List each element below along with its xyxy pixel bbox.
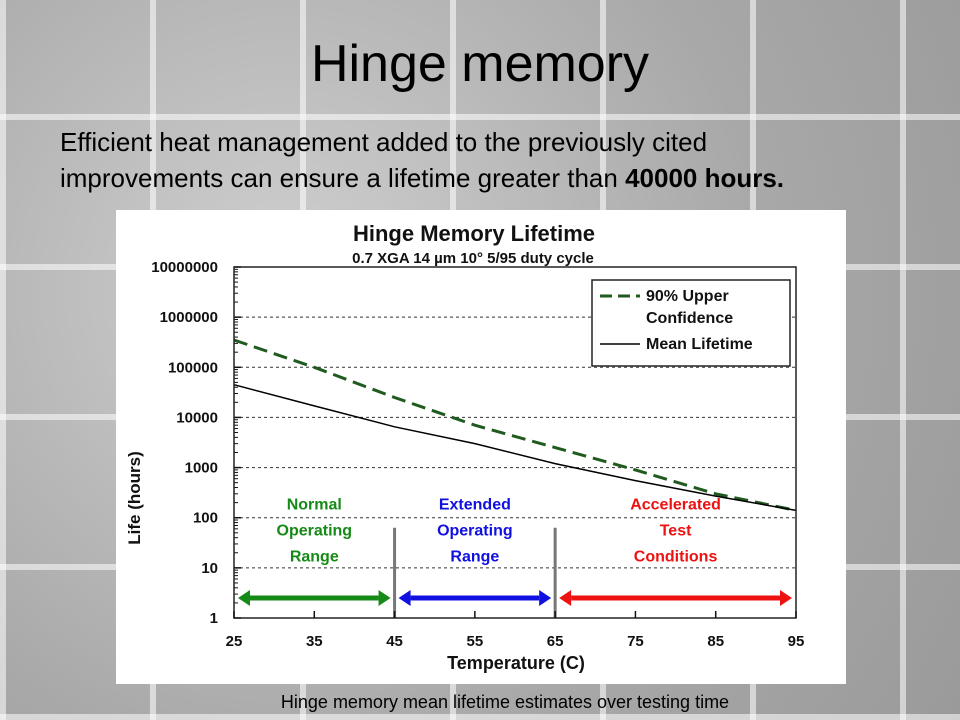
- chart-title: Hinge Memory Lifetime: [353, 221, 595, 246]
- x-tick-label: 85: [707, 633, 724, 650]
- y-tick-label: 10000000: [151, 259, 218, 276]
- chart-subtitle: 0.7 XGA 14 µm 10° 5/95 duty cycle: [352, 250, 594, 267]
- range-label-line: Operating: [437, 523, 513, 540]
- range-label-line: Extended: [439, 497, 511, 514]
- x-tick-label: 35: [306, 633, 323, 650]
- x-tick-label: 45: [386, 633, 403, 650]
- legend-box: [591, 279, 791, 367]
- y-tick-label: 10: [201, 560, 218, 577]
- range-label-line: Normal: [287, 497, 342, 514]
- axis-layer: 10000000 1000000 100000 10000 1000 100 10 1 25 35…: [151, 259, 804, 650]
- figure-caption: Hinge memory mean lifetime estimates ove…: [280, 692, 730, 712]
- legend-label-upper-confidence-cont: Confidence: [646, 310, 733, 327]
- legend-label-upper-confidence: 90% Upper: [646, 288, 729, 305]
- series-mean-lifetime-line: [233, 383, 797, 512]
- y-tick-label: 1: [210, 610, 218, 627]
- x-tick-label: 25: [226, 633, 243, 650]
- x-tick-label: 65: [547, 633, 564, 650]
- x-tick-label: 55: [467, 633, 484, 650]
- x-axis-label: Temperature (C): [447, 653, 585, 673]
- plot-border: [233, 266, 797, 619]
- range-label-line: Conditions: [634, 549, 718, 566]
- hinge-lifetime-chart: Hinge Memory Lifetime 0.7 XGA 14 µm 10° …: [125, 221, 804, 673]
- chart-card: Hinge Memory Lifetime 0.7 XGA 14 µm 10° …: [116, 210, 846, 684]
- y-tick-label: 1000000: [160, 309, 218, 326]
- range-label-line: Range: [450, 549, 499, 566]
- range-arrow-head-right: [780, 590, 792, 607]
- range-label-line: Test: [660, 523, 692, 540]
- legend: 90% Upper Confidence Mean Lifetime: [591, 279, 791, 367]
- series-layer: [233, 338, 797, 512]
- range-label-line: Accelerated: [630, 497, 721, 514]
- body-bold-text: 40000 hours.: [625, 163, 785, 193]
- slide-title: Hinge memory: [310, 35, 650, 93]
- range-arrow-head-left: [398, 590, 411, 607]
- range-label-line: Range: [290, 549, 339, 566]
- y-tick-label: 1000: [185, 460, 218, 477]
- body-text: Efficient heat management added to the p…: [60, 127, 708, 193]
- slide-body-text: Efficient heat management added to the p…: [60, 124, 860, 196]
- range-arrow-head-left: [559, 590, 572, 607]
- range-arrow-head-left: [238, 590, 250, 607]
- range-label-line: Operating: [277, 523, 353, 540]
- y-tick-label: 100000: [168, 359, 218, 376]
- range-arrow-head-right: [378, 590, 391, 607]
- x-tick-label: 75: [627, 633, 644, 650]
- series-upper-confidence-line: [233, 338, 797, 512]
- legend-label-mean-lifetime: Mean Lifetime: [646, 336, 753, 353]
- range-arrow-head-right: [539, 590, 552, 607]
- y-tick-label: 10000: [176, 409, 218, 426]
- range-layer: Normal Operating Range Extended Operating Ran…: [238, 497, 792, 618]
- x-tick-label: 95: [788, 633, 805, 650]
- y-tick-label: 100: [193, 510, 218, 527]
- y-axis-label: Life (hours): [125, 451, 144, 545]
